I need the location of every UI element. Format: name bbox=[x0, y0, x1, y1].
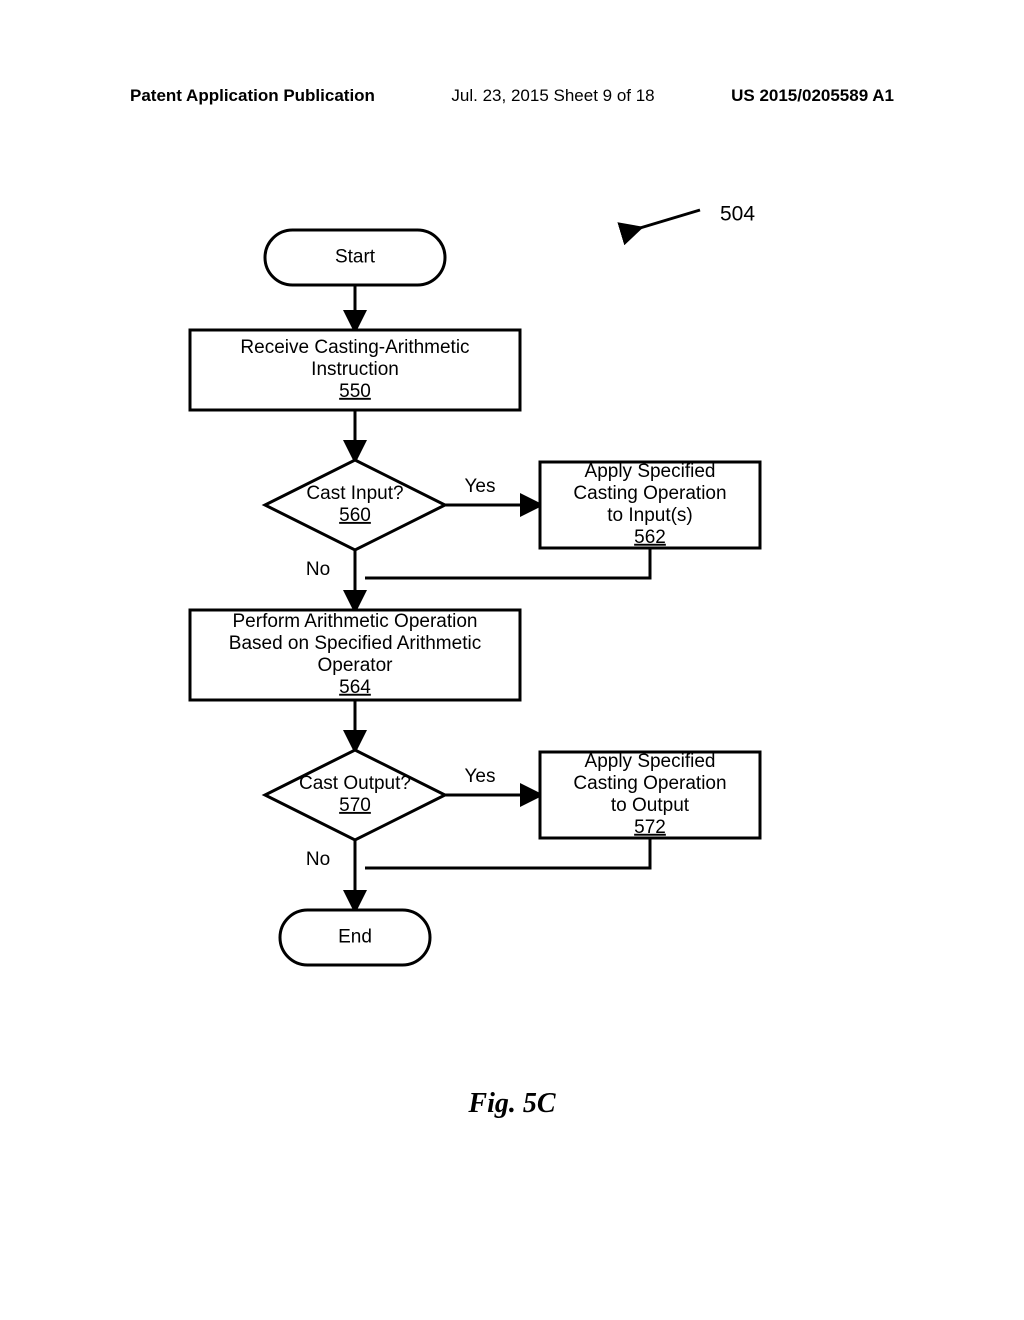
figure-label: Fig. 5C bbox=[468, 1088, 555, 1120]
svg-text:550: 550 bbox=[339, 381, 371, 402]
svg-text:Cast Input?: Cast Input? bbox=[306, 483, 403, 504]
svg-text:Instruction: Instruction bbox=[311, 359, 399, 380]
svg-text:End: End bbox=[338, 927, 372, 948]
header-left: Patent Application Publication bbox=[130, 86, 375, 106]
svg-text:Apply Specified: Apply Specified bbox=[585, 751, 716, 772]
svg-text:562: 562 bbox=[634, 527, 666, 548]
svg-text:to Output: to Output bbox=[611, 795, 690, 816]
svg-text:to Input(s): to Input(s) bbox=[607, 505, 693, 526]
svg-text:Casting Operation: Casting Operation bbox=[573, 773, 726, 794]
page-header: Patent Application Publication Jul. 23, … bbox=[0, 86, 1024, 106]
svg-text:Receive Casting-Arithmetic: Receive Casting-Arithmetic bbox=[240, 337, 469, 358]
svg-text:570: 570 bbox=[339, 795, 371, 816]
svg-text:564: 564 bbox=[339, 677, 371, 698]
svg-text:504: 504 bbox=[720, 203, 755, 226]
svg-text:Based on Specified Arithmetic: Based on Specified Arithmetic bbox=[229, 633, 481, 654]
svg-text:No: No bbox=[306, 559, 330, 580]
svg-text:Operator: Operator bbox=[318, 655, 394, 676]
svg-text:Perform Arithmetic Operation: Perform Arithmetic Operation bbox=[233, 611, 478, 632]
svg-text:560: 560 bbox=[339, 505, 371, 526]
svg-text:Casting Operation: Casting Operation bbox=[573, 483, 726, 504]
svg-text:Cast Output?: Cast Output? bbox=[299, 773, 411, 794]
flowchart-diagram: Yes No Yes No Start Receive Casting-Arithmeti… bbox=[0, 170, 1024, 1070]
svg-text:Start: Start bbox=[335, 247, 376, 268]
svg-text:Yes: Yes bbox=[465, 476, 496, 497]
header-center: Jul. 23, 2015 Sheet 9 of 18 bbox=[451, 86, 654, 106]
svg-text:Apply Specified: Apply Specified bbox=[585, 461, 716, 482]
svg-text:572: 572 bbox=[634, 817, 666, 838]
svg-text:No: No bbox=[306, 849, 330, 870]
svg-text:Yes: Yes bbox=[465, 766, 496, 787]
header-right: US 2015/0205589 A1 bbox=[731, 86, 894, 106]
